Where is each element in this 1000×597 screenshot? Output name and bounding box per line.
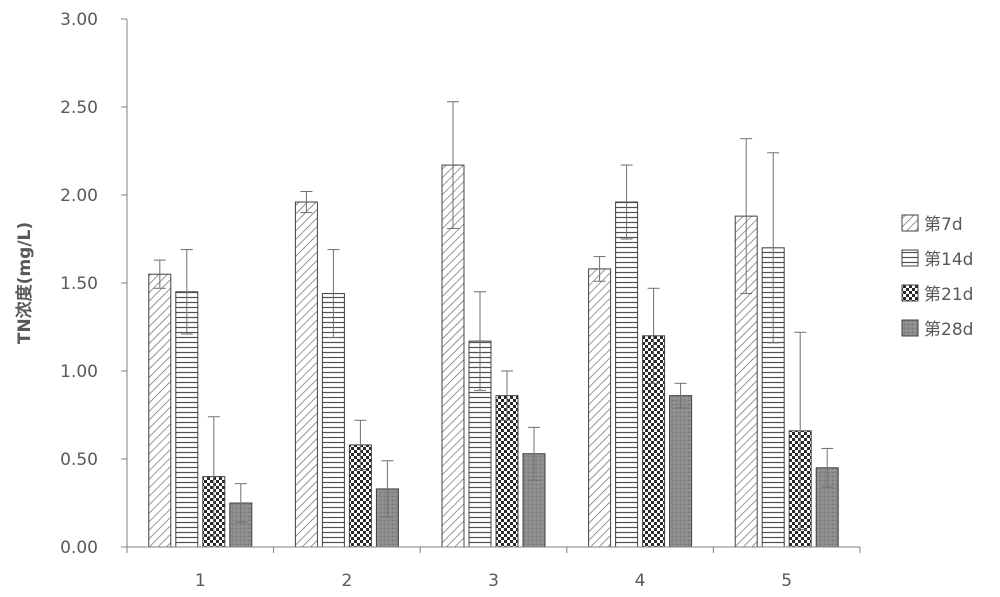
y-tick-label: 1.50 (60, 274, 98, 294)
y-tick-label: 2.00 (60, 186, 98, 206)
legend-swatch-第21d (901, 284, 919, 302)
y-tick-label: 0.00 (60, 538, 98, 558)
y-tick-label: 1.00 (60, 362, 98, 382)
legend-label: 第7d (924, 215, 963, 235)
x-tick-label: 2 (341, 571, 352, 591)
x-tick-label: 5 (781, 571, 792, 591)
bar-第7d-2 (294, 201, 318, 548)
legend-swatch-第7d (901, 214, 919, 232)
legend-label: 第21d (924, 285, 973, 305)
legend: 第7d 第14d 第21d 第28d (901, 214, 973, 340)
legend-swatch-第14d (901, 249, 919, 267)
legend-swatch-第28d (901, 319, 919, 337)
bar-第28d-4 (669, 395, 693, 548)
x-axis-ticks: 1 2 3 4 5 (126, 547, 861, 591)
bar-第14d-4 (615, 201, 639, 548)
y-tick-label: 3.00 (60, 10, 98, 30)
axes (126, 19, 860, 548)
legend-label: 第14d (924, 250, 973, 270)
bar-第7d-1 (148, 273, 172, 548)
y-axis-title: TN浓度(mg/L) (14, 222, 35, 344)
legend-label: 第28d (924, 320, 973, 340)
bar-series-group (148, 164, 839, 548)
y-tick-label: 2.50 (60, 98, 98, 118)
x-tick-label: 3 (488, 571, 499, 591)
x-tick-label: 1 (195, 571, 206, 591)
bar-第7d-4 (588, 268, 612, 548)
y-tick-label: 0.50 (60, 450, 98, 470)
x-tick-label: 4 (635, 571, 646, 591)
error-bars-group (153, 101, 834, 537)
y-axis-ticks: 0.00 0.50 1.00 1.50 2.00 2.50 3.00 (60, 10, 127, 558)
